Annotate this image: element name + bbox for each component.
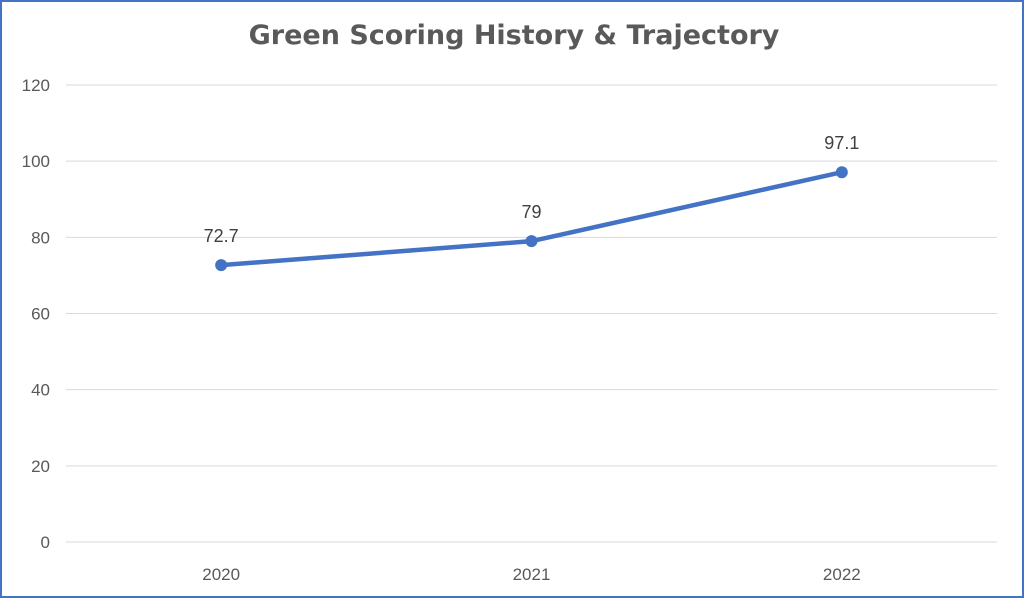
chart-title: Green Scoring History & Trajectory xyxy=(248,20,780,51)
y-tick-label: 40 xyxy=(31,381,50,400)
data-point xyxy=(215,259,228,272)
gridlines xyxy=(66,84,997,543)
data-label: 97.1 xyxy=(824,133,859,153)
y-tick-label: 80 xyxy=(31,228,50,247)
y-tick-label: 120 xyxy=(22,76,50,95)
y-tick-label: 20 xyxy=(31,457,50,476)
x-tick-label: 2020 xyxy=(202,565,240,584)
data-labels: 72.7 79 97.1 xyxy=(204,133,860,246)
y-tick-label: 60 xyxy=(31,305,50,324)
y-axis-ticks: 0 20 40 60 80 100 120 xyxy=(22,76,50,552)
data-point xyxy=(835,166,848,179)
data-label: 79 xyxy=(521,202,541,222)
x-tick-label: 2021 xyxy=(513,565,551,584)
data-point xyxy=(525,235,538,248)
x-axis-ticks: 2020 2021 2022 xyxy=(202,565,860,584)
series-layer xyxy=(215,166,848,272)
data-label: 72.7 xyxy=(204,226,239,246)
y-tick-label: 100 xyxy=(22,152,50,171)
y-tick-label: 0 xyxy=(41,533,50,552)
x-tick-label: 2022 xyxy=(823,565,861,584)
